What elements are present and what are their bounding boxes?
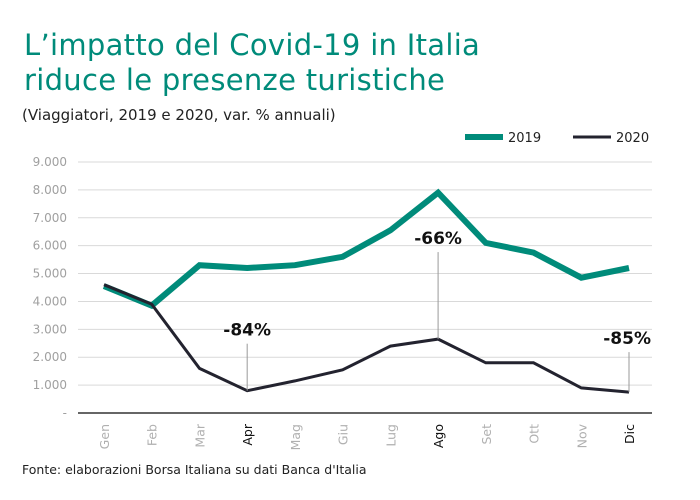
legend: 2019 2020 [465,131,649,146]
x-tick-label: Mag [288,424,303,450]
x-tick-label: Dic [622,424,637,444]
y-tick-label: 1.000 [33,378,67,392]
annotation-label: -66% [414,229,462,249]
y-axis: - 1.000 2.000 3.000 4.000 5.000 6.000 7.000 8.00… [33,155,67,420]
chart-title-line-2: riduce le presenze turistiche [24,63,446,97]
gridlines [78,161,652,414]
x-tick-label: Giu [336,424,351,445]
annotations: -84% -66% -85% [223,229,651,393]
x-tick-label: Mar [192,423,207,447]
y-tick-label: 2.000 [33,350,67,364]
x-tick-label: Ott [527,424,542,444]
x-tick-label: Apr [240,423,255,445]
legend-label-2020: 2020 [616,131,649,146]
annotation-label: -84% [223,321,271,341]
chart-subtitle: (Viaggiatori, 2019 e 2020, var. % annual… [22,106,336,124]
x-tick-label: Feb [145,424,160,446]
y-tick-label: 4.000 [33,294,67,308]
x-tick-label: Set [479,424,494,445]
y-tick-label: - [63,406,67,420]
x-axis: Gen Feb Mar Apr Mag Giu Lug Ago Set Ott Nov Dic [97,423,637,450]
annotation-label: -85% [603,329,651,349]
x-tick-label: Nov [574,423,589,448]
source-note: Fonte: elaborazioni Borsa Italiana su da… [22,462,367,477]
y-tick-label: 6.000 [33,239,67,253]
y-tick-label: 9.000 [33,155,67,169]
y-tick-label: 5.000 [33,267,67,281]
y-tick-label: 3.000 [33,322,67,336]
series-line-2020 [103,283,630,394]
series-lines [102,188,630,394]
x-tick-label: Gen [97,424,112,449]
x-tick-label: Lug [383,424,398,447]
chart-title: L’impatto del Covid-19 in Italia riduce … [24,28,480,98]
y-tick-label: 8.000 [33,183,67,197]
chart-title-line-1: L’impatto del Covid-19 in Italia [24,28,481,62]
series-line-2019 [102,188,630,310]
y-tick-label: 7.000 [33,211,67,225]
legend-label-2019: 2019 [508,131,541,146]
x-tick-label: Ago [431,424,446,448]
